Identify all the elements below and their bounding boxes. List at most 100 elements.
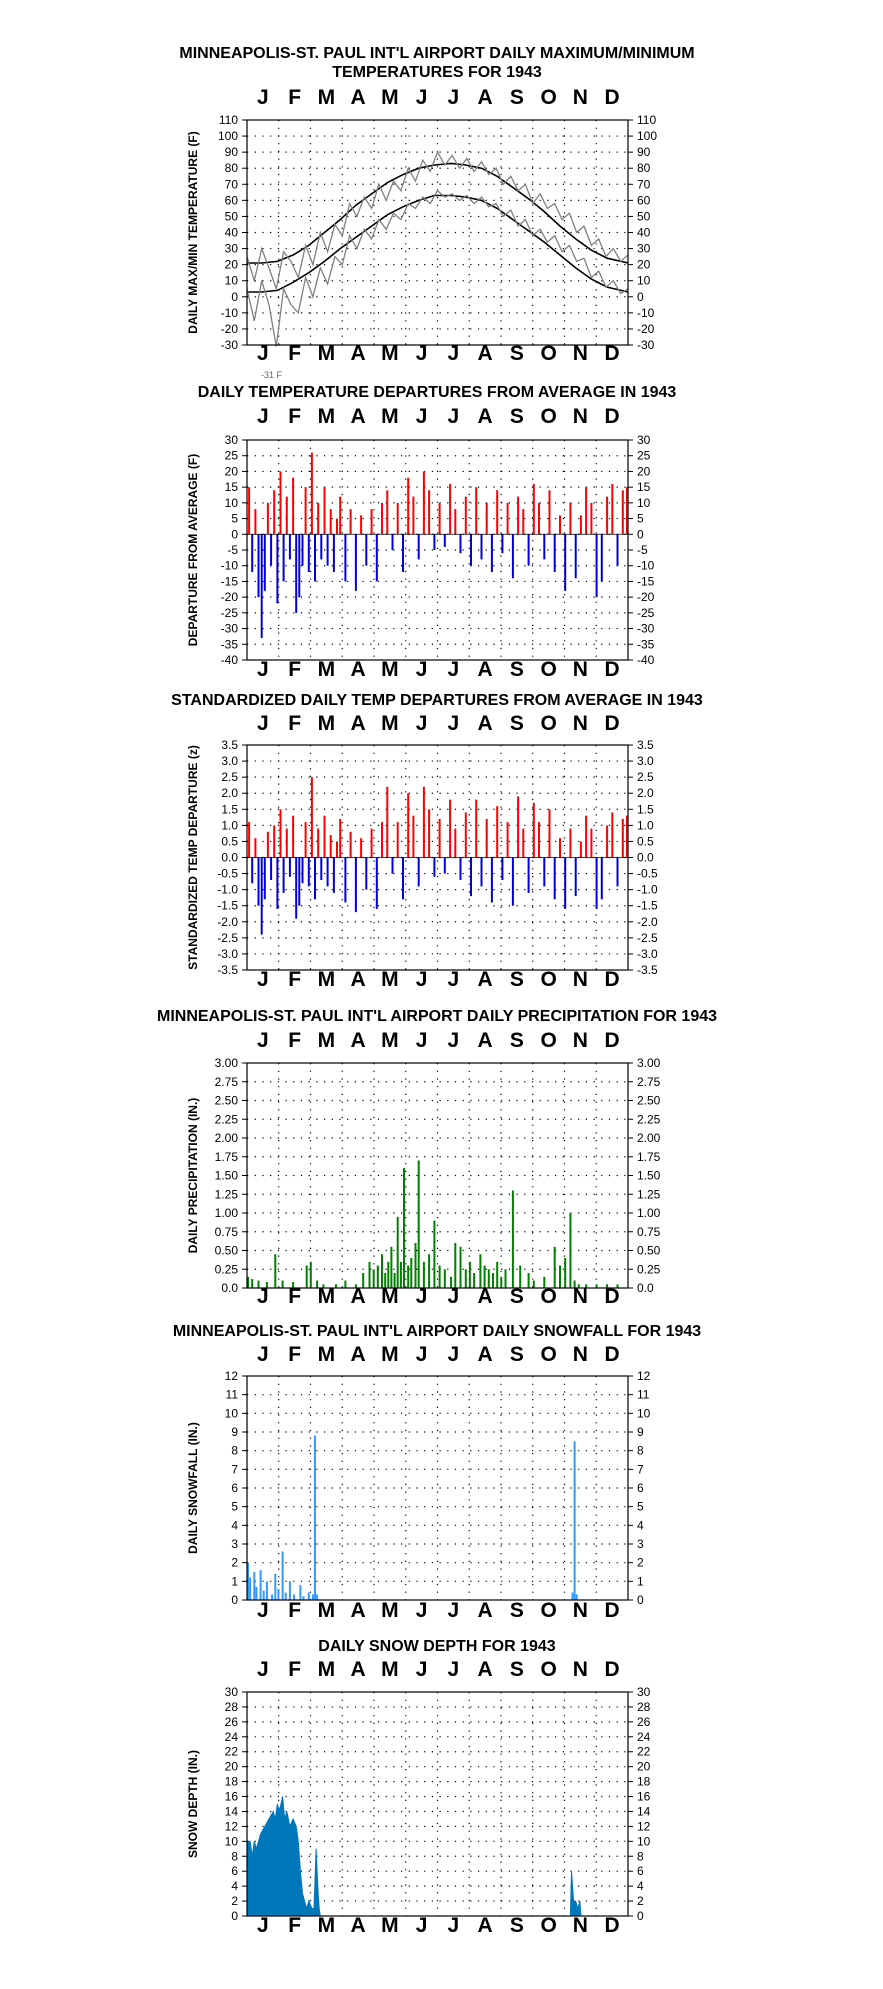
bar — [543, 1276, 546, 1289]
bar — [298, 534, 301, 598]
month-label-top: J — [416, 405, 428, 428]
grid — [247, 440, 628, 660]
bar — [265, 1282, 268, 1288]
y-tick-label-left: 10 — [225, 496, 239, 510]
month-label-bottom: D — [605, 968, 620, 991]
y-tick-label-left: -5 — [227, 543, 238, 557]
month-label-top: J — [257, 712, 269, 735]
month-label-top: A — [351, 405, 366, 428]
y-tick-label-right: -3.0 — [637, 947, 658, 961]
bar — [265, 1581, 268, 1600]
bar — [365, 534, 368, 566]
data-marks — [247, 1435, 578, 1600]
y-tick-label-left: 26 — [225, 1715, 239, 1729]
month-label-top: O — [540, 86, 556, 109]
y-tick-label-left: 90 — [225, 145, 239, 159]
month-label-top: M — [318, 405, 336, 428]
month-label-bottom: N — [573, 1285, 588, 1308]
bar — [422, 471, 425, 535]
month-label-bottom: A — [478, 1285, 493, 1308]
y-tick-label-left: 7 — [231, 1462, 238, 1476]
month-label-top: J — [257, 86, 269, 109]
bar — [485, 818, 488, 858]
y-tick-label-left: 11 — [226, 1388, 239, 1402]
bar — [402, 534, 404, 572]
bar — [506, 822, 509, 858]
month-label-bottom: A — [478, 658, 493, 681]
snow-depth-area — [246, 1796, 321, 1917]
bar — [247, 1276, 249, 1289]
month-label-top: A — [478, 405, 493, 428]
month-label-bottom: M — [381, 658, 399, 681]
month-label-top: M — [318, 1343, 336, 1366]
y-tick-label-right: 0 — [637, 527, 644, 541]
month-label-top: J — [448, 1029, 460, 1052]
y-tick-label-right: 1.00 — [637, 1206, 661, 1220]
bar — [277, 1588, 280, 1600]
y-tick-label-right: -35 — [637, 637, 655, 651]
bar — [323, 815, 326, 858]
bar — [579, 515, 582, 535]
month-label-top: D — [605, 712, 620, 735]
bar — [370, 828, 373, 858]
bar — [459, 1246, 462, 1289]
y-tick-label-right: 20 — [637, 258, 651, 272]
bar — [475, 487, 478, 535]
bar — [317, 828, 320, 858]
month-label-top: D — [605, 405, 620, 428]
month-label-bottom: M — [318, 1599, 336, 1622]
bar — [307, 857, 310, 887]
month-label-top: M — [381, 1658, 399, 1681]
bar — [575, 1594, 578, 1600]
bar — [595, 857, 598, 909]
month-label-top: F — [288, 712, 301, 735]
y-tick-label-left: 0.50 — [215, 1244, 239, 1258]
month-label-top: F — [288, 86, 301, 109]
bar — [470, 857, 472, 897]
bar — [616, 1284, 619, 1289]
month-label-top: J — [416, 1343, 428, 1366]
bar — [553, 1246, 556, 1289]
month-label-top: D — [605, 1029, 620, 1052]
y-tick-label-left: 0 — [231, 1909, 238, 1923]
y-tick-label-right: -15 — [637, 574, 655, 588]
y-tick-label-right: 18 — [637, 1775, 651, 1789]
bar — [464, 496, 467, 535]
bar — [454, 1243, 457, 1288]
month-label-bottom: S — [510, 658, 524, 681]
y-tick-label-right: 25 — [637, 449, 651, 463]
y-tick-label-left: 5 — [231, 512, 238, 526]
bar — [266, 831, 269, 858]
y-tick-label-left: 70 — [225, 177, 239, 191]
bar — [621, 490, 624, 535]
y-tick-label-right: 0 — [637, 1909, 644, 1923]
y-tick-label-left: 2 — [231, 1894, 238, 1908]
y-tick-label-left: 110 — [219, 113, 238, 127]
y-tick-label-right: 0.50 — [637, 1244, 661, 1258]
y-tick-label-left: 20 — [225, 258, 239, 272]
month-label-top: J — [416, 712, 428, 735]
month-label-top: F — [288, 1343, 301, 1366]
y-tick-label-left: 0 — [231, 290, 238, 304]
chart-panel-5: MINNEAPOLIS-ST. PAUL INT'L AIRPORT DAILY… — [173, 1323, 701, 1622]
bar — [569, 502, 572, 535]
bar — [365, 857, 368, 890]
y-tick-label-left: 80 — [225, 161, 239, 175]
data-marks — [247, 1160, 619, 1289]
month-label-top: J — [257, 405, 269, 428]
y-tick-label-right: 5 — [637, 512, 644, 526]
y-tick-label-left: 2.50 — [215, 1094, 239, 1108]
bar — [295, 857, 298, 919]
y-tick-label-right: 28 — [637, 1700, 651, 1714]
bar — [571, 1592, 574, 1600]
month-label-bottom: J — [448, 1914, 460, 1937]
y-tick-label-left: -30 — [221, 338, 239, 352]
month-label-bottom: J — [416, 658, 428, 681]
bar — [407, 477, 410, 535]
y-axis-label: DAILY SNOWFALL (IN.) — [186, 1422, 200, 1554]
bar — [443, 534, 446, 547]
bar — [606, 1284, 609, 1289]
chart-title: MINNEAPOLIS-ST. PAUL INT'L AIRPORT DAILY… — [173, 1323, 701, 1340]
y-tick-label-left: 20 — [225, 1760, 239, 1774]
bar — [257, 534, 260, 598]
